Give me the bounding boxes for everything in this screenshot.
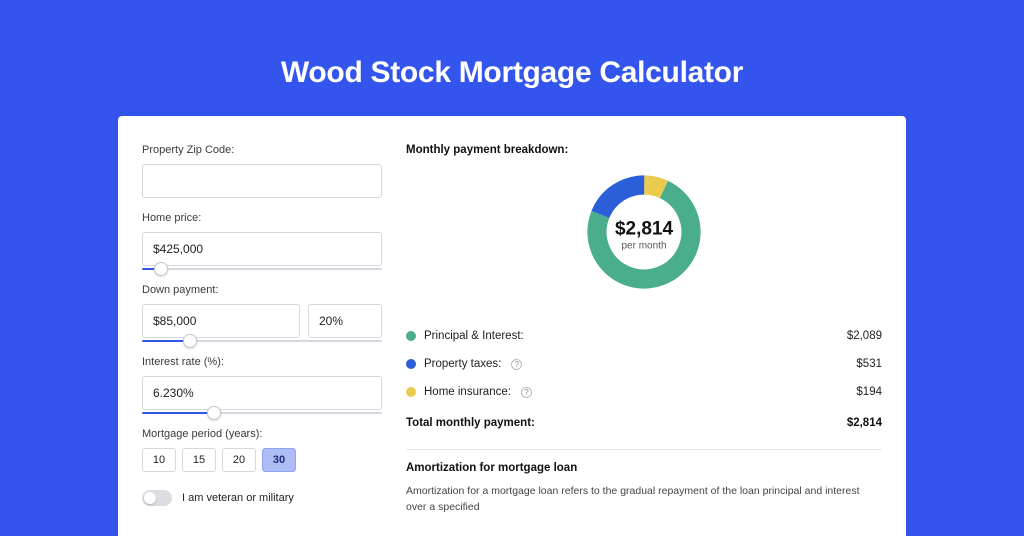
mortgage-period-option-10[interactable]: 10 bbox=[142, 448, 176, 472]
legend-swatch bbox=[406, 331, 416, 341]
breakdown-row: Principal & Interest: $2,089 bbox=[406, 322, 882, 350]
zip-label: Property Zip Code: bbox=[142, 144, 382, 156]
legend-swatch bbox=[406, 387, 416, 397]
down-payment-slider-thumb[interactable] bbox=[183, 334, 197, 348]
breakdown-column: Monthly payment breakdown: $2,814 per mo… bbox=[406, 144, 882, 536]
mortgage-period-field-group: Mortgage period (years): 10152030 bbox=[142, 428, 382, 472]
total-row: Total monthly payment: $2,814 bbox=[406, 406, 882, 443]
zip-field-group: Property Zip Code: bbox=[142, 144, 382, 198]
down-payment-label: Down payment: bbox=[142, 284, 382, 296]
mortgage-period-label: Mortgage period (years): bbox=[142, 428, 382, 440]
home-price-input[interactable] bbox=[142, 232, 382, 266]
down-payment-amount-input[interactable] bbox=[142, 304, 300, 338]
home-price-slider[interactable] bbox=[142, 268, 382, 270]
legend-swatch bbox=[406, 359, 416, 369]
amortization-title: Amortization for mortgage loan bbox=[406, 462, 882, 474]
page-root: Wood Stock Mortgage Calculator Property … bbox=[0, 0, 1024, 512]
info-icon[interactable]: ? bbox=[511, 359, 522, 370]
amortization-text: Amortization for a mortgage loan refers … bbox=[406, 484, 882, 516]
down-payment-percent-input[interactable] bbox=[308, 304, 382, 338]
breakdown-label: Principal & Interest: bbox=[424, 330, 524, 342]
home-price-slider-thumb[interactable] bbox=[154, 262, 168, 276]
donut-amount: $2,814 bbox=[615, 219, 673, 241]
mortgage-period-option-15[interactable]: 15 bbox=[182, 448, 216, 472]
breakdown-value: $531 bbox=[856, 358, 882, 370]
home-price-field-group: Home price: bbox=[142, 212, 382, 270]
donut-sub: per month bbox=[615, 241, 673, 252]
donut-chart: $2,814 per month bbox=[406, 170, 882, 300]
veteran-toggle[interactable] bbox=[142, 490, 172, 506]
interest-rate-input[interactable] bbox=[142, 376, 382, 410]
breakdown-label: Property taxes: bbox=[424, 358, 501, 370]
down-payment-field-group: Down payment: bbox=[142, 284, 382, 342]
interest-rate-slider[interactable] bbox=[142, 412, 382, 414]
breakdown-row: Property taxes:? $531 bbox=[406, 350, 882, 378]
mortgage-period-option-30[interactable]: 30 bbox=[262, 448, 296, 472]
info-icon[interactable]: ? bbox=[521, 387, 532, 398]
breakdown-value: $194 bbox=[856, 386, 882, 398]
total-label: Total monthly payment: bbox=[406, 417, 535, 429]
form-column: Property Zip Code: Home price: Down paym… bbox=[142, 144, 382, 536]
down-payment-slider[interactable] bbox=[142, 340, 382, 342]
page-title: Wood Stock Mortgage Calculator bbox=[281, 56, 743, 90]
interest-rate-label: Interest rate (%): bbox=[142, 356, 382, 368]
interest-rate-slider-thumb[interactable] bbox=[207, 406, 221, 420]
breakdown-title: Monthly payment breakdown: bbox=[406, 144, 882, 156]
breakdown-label: Home insurance: bbox=[424, 386, 511, 398]
breakdown-row: Home insurance:? $194 bbox=[406, 378, 882, 406]
veteran-row: I am veteran or military bbox=[142, 490, 382, 506]
veteran-label: I am veteran or military bbox=[182, 492, 294, 504]
veteran-toggle-knob bbox=[144, 492, 156, 504]
section-divider bbox=[406, 449, 882, 450]
breakdown-value: $2,089 bbox=[847, 330, 882, 342]
home-price-label: Home price: bbox=[142, 212, 382, 224]
interest-rate-field-group: Interest rate (%): bbox=[142, 356, 382, 414]
mortgage-period-option-20[interactable]: 20 bbox=[222, 448, 256, 472]
calculator-panel: Property Zip Code: Home price: Down paym… bbox=[118, 116, 906, 536]
donut-center: $2,814 per month bbox=[615, 219, 673, 252]
zip-input[interactable] bbox=[142, 164, 382, 198]
total-value: $2,814 bbox=[847, 417, 882, 429]
